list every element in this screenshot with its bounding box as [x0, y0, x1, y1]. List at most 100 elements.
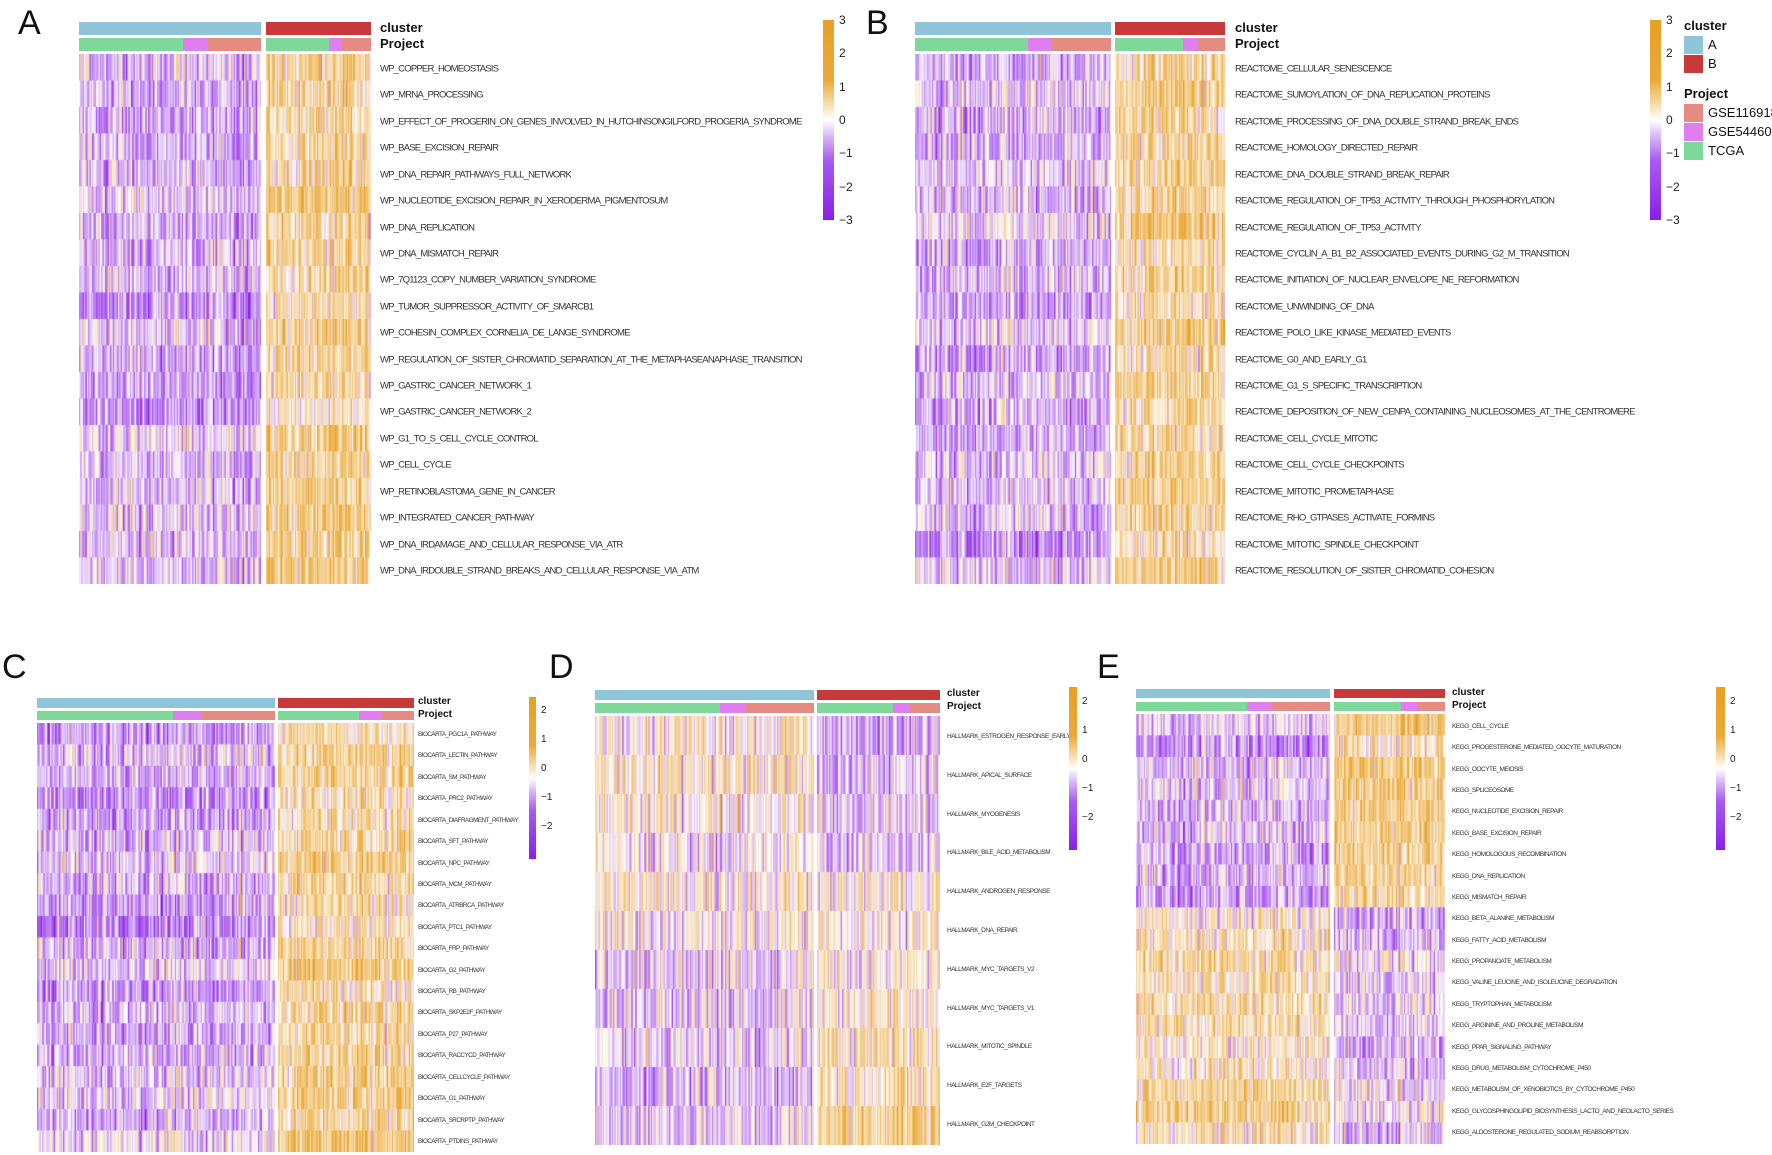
project-bar-tcga [1136, 702, 1247, 711]
row-label: BIOCARTA_PRC2_PATHWAY [418, 795, 493, 803]
row-label: REACTOME_SUMOYLATION_OF_DNA_REPLICATION_… [1235, 89, 1490, 101]
row-label: REACTOME_CYCLIN_A_B1_B2_ASSOCIATED_EVENT… [1235, 248, 1570, 260]
colorbar-tick-label: 2 [541, 705, 547, 717]
row-label: WP_DNA_MISMATCH_REPAIR [380, 248, 499, 260]
row-label: WP_DNA_IRDAMAGE_AND_CELLULAR_RESPONSE_VI… [380, 538, 623, 550]
project-bar-gse54460 [1183, 38, 1198, 51]
row-label: HALLMARK_E2F_TARGETS [947, 1081, 1022, 1089]
row-label: KEGG_PROPANOATE_METABOLISM [1452, 957, 1552, 965]
row-label: WP_BASE_EXCISION_REPAIR [380, 142, 499, 154]
project-bar-tcga [595, 703, 720, 713]
row-label: REACTOME_RHO_GTPASES_ACTIVATE_FORMINS [1235, 512, 1435, 524]
project-annotation-label: Project [1235, 36, 1280, 51]
project-bar-tcga [266, 38, 329, 51]
row-label: HALLMARK_MYC_TARGETS_V2 [947, 965, 1035, 973]
row-label: KEGG_ARGININE_AND_PROLINE_METABOLISM [1452, 1021, 1584, 1029]
colorbar-tick-label: 0 [1666, 113, 1673, 127]
project-annotation-label: Project [1452, 700, 1486, 711]
row-label: KEGG_ALDOSTERONE_REGULATED_SODIUM_REABSO… [1452, 1128, 1629, 1136]
row-label: KEGG_NUCLEOTIDE_EXCISION_REPAIR [1452, 808, 1563, 816]
project-bar-tcga [915, 38, 1028, 51]
colorbar-tick-label: 2 [1730, 695, 1736, 707]
colorbar-tick-label: 0 [541, 763, 547, 775]
panel-letter: B [866, 4, 889, 42]
row-label: REACTOME_HOMOLOGY_DIRECTED_REPAIR [1235, 142, 1418, 154]
project-bar-tcga [1334, 702, 1401, 711]
project-bar-gse116918 [746, 703, 814, 713]
row-label: WP_COHESIN_COMPLEX_CORNELIA_DE_LANGE_SYN… [380, 327, 630, 339]
row-label: BIOCARTA_SRCRPTP_PATHWAY [418, 1116, 505, 1124]
row-label: KEGG_BETA_ALANINE_METABOLISM [1452, 915, 1555, 923]
legend-cluster-title: cluster [1684, 18, 1727, 33]
row-label: WP_CELL_CYCLE [380, 459, 452, 471]
panel-letter: E [1097, 648, 1120, 686]
row-label: REACTOME_RESOLUTION_OF_SISTER_CHROMATID_… [1235, 565, 1494, 577]
row-label: WP_GASTRIC_CANCER_NETWORK_2 [380, 406, 532, 418]
cluster-bar-a [1136, 689, 1330, 698]
row-label: HALLMARK_DNA_REPAIR [947, 926, 1018, 934]
row-label: WP_INTEGRATED_CANCER_PATHWAY [380, 512, 535, 524]
row-label: REACTOME_UNWINDING_OF_DNA [1235, 301, 1375, 313]
cluster-bar-b [817, 690, 940, 700]
cluster-bar-b [266, 22, 371, 35]
row-label: KEGG_FATTY_ACID_METABOLISM [1452, 936, 1547, 944]
row-label: WP_GASTRIC_CANCER_NETWORK_1 [380, 380, 532, 392]
project-bar-tcga [79, 38, 183, 51]
row-label: HALLMARK_BILE_ACID_METABOLISM [947, 849, 1051, 857]
row-label: REACTOME_CELL_CYCLE_MITOTIC [1235, 433, 1378, 445]
row-label: KEGG_VALINE_LEUCINE_AND_ISOLEUCINE_DEGRA… [1452, 979, 1617, 987]
cluster-annotation-label: cluster [1452, 687, 1485, 698]
project-bar-gse116918 [910, 703, 940, 713]
row-label: REACTOME_PROCESSING_OF_DNA_DOUBLE_STRAND… [1235, 116, 1519, 128]
row-label: WP_TUMOR_SUPPRESSOR_ACTIVITY_OF_SMARCB1 [380, 301, 594, 313]
row-label: HALLMARK_G2M_CHECKPOINT [947, 1120, 1035, 1128]
legend-swatch-cluster-a [1684, 36, 1703, 54]
row-label: BIOCARTA_SM_PATHWAY [418, 773, 487, 781]
heatmap-a [79, 54, 371, 584]
colorbar [529, 697, 536, 859]
row-label: REACTOME_G0_AND_EARLY_G1 [1235, 353, 1367, 365]
row-label: REACTOME_MITOTIC_PROMETAPHASE [1235, 485, 1394, 497]
project-bar-gse54460 [720, 703, 746, 713]
row-label: REACTOME_CELLULAR_SENESCENCE [1235, 63, 1392, 75]
colorbar-tick-label: 3 [1666, 13, 1673, 27]
colorbar-tick-label: 0 [1730, 753, 1736, 765]
row-label: REACTOME_DEPOSITION_OF_NEW_CENPA_CONTAIN… [1235, 406, 1635, 418]
cluster-bar-b [1115, 22, 1225, 35]
row-label: WP_NUCLEOTIDE_EXCISION_REPAIR_IN_XERODER… [380, 195, 668, 207]
row-label: KEGG_TRYPTOPHAN_METABOLISM [1452, 1000, 1552, 1008]
row-label: BIOCARTA_RACCYCD_PATHWAY [418, 1052, 506, 1060]
row-label: WP_DNA_REPAIR_PATHWAYS_FULL_NETWORK [380, 168, 572, 180]
project-bar-gse116918 [1198, 38, 1225, 51]
row-label: HALLMARK_MITOTIC_SPINDLE [947, 1043, 1032, 1051]
cluster-annotation-label: cluster [418, 696, 451, 707]
colorbar-tick-label: 3 [839, 13, 846, 27]
project-bar-gse116918 [1272, 702, 1330, 711]
row-label: BIOCARTA_LECTIN_PATHWAY [418, 752, 498, 760]
row-label: REACTOME_REGULATION_OF_TP53_ACTIVITY [1235, 221, 1422, 233]
row-label: KEGG_PROGESTERONE_MEDIATED_OOCYTE_MATURA… [1452, 744, 1621, 752]
row-label: BIOCARTA_P27_PATHWAY [418, 1030, 488, 1038]
row-label: WP_COPPER_HOMEOSTASIS [380, 63, 499, 75]
row-label: HALLMARK_ESTROGEN_RESPONSE_EARLY [947, 732, 1071, 740]
legend-swatch-project [1684, 142, 1703, 160]
colorbar-tick-label: 1 [839, 79, 846, 94]
row-label: BIOCARTA_RB_PATHWAY [418, 987, 486, 995]
legend-swatch-project [1684, 104, 1703, 122]
row-label: REACTOME_DNA_DOUBLE_STRAND_BREAK_REPAIR [1235, 168, 1450, 180]
project-bar-gse116918 [382, 711, 414, 720]
cluster-bar-b [1334, 689, 1445, 698]
heatmap-b [915, 54, 1225, 584]
colorbar [1650, 20, 1661, 220]
project-bar-tcga [278, 711, 359, 720]
legend-label: A [1708, 37, 1717, 52]
cluster-bar-a [595, 690, 814, 700]
project-bar-gse116918 [201, 711, 275, 720]
legend-label: B [1708, 56, 1717, 71]
colorbar-tick-label: 2 [1666, 46, 1673, 61]
project-annotation-label: Project [947, 701, 981, 712]
colorbar-tick-label: −3 [1666, 213, 1680, 227]
row-label: KEGG_OOCYTE_MEIOSIS [1452, 765, 1524, 773]
row-label: KEGG_DRUG_METABOLISM_CYTOCHROME_P450 [1452, 1064, 1591, 1072]
row-label: BIOCARTA_FRP_PATHWAY [418, 945, 489, 953]
